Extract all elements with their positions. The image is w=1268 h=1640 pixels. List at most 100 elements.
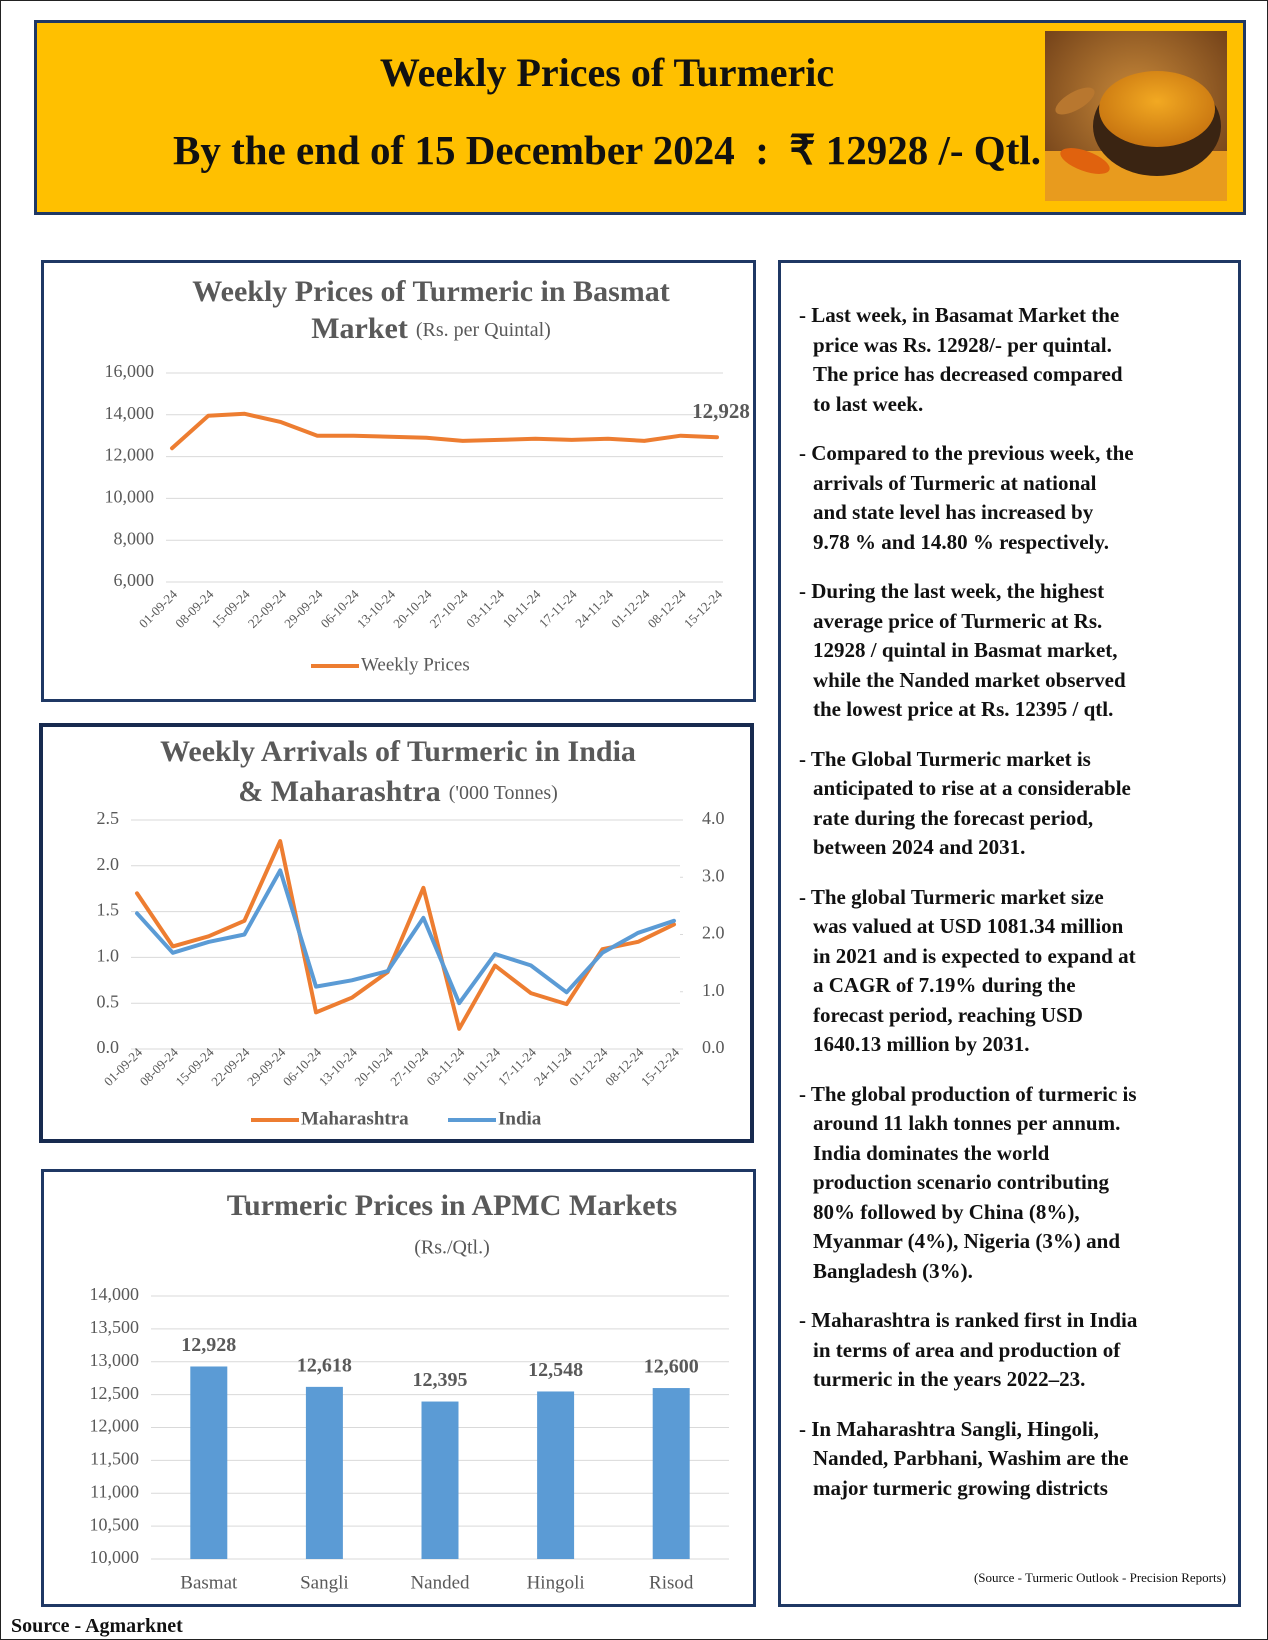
data-label: 12,928 (692, 399, 750, 423)
data-label: 12,548 (528, 1359, 583, 1381)
bullet-line: turmeric in the years 2022–23. (813, 1367, 1086, 1391)
y-tick-label: 1.0 (97, 946, 120, 966)
x-tick-label: 06-10-24 (280, 1044, 325, 1089)
x-tick-label: 06-10-24 (317, 586, 362, 631)
header-title: Weekly Prices of Turmeric (379, 50, 835, 95)
bullet-line: - The Global Turmeric market is (799, 746, 1091, 771)
chart-unit: ('000 Tonnes) (449, 782, 558, 804)
legend-label: Maharashtra (301, 1108, 409, 1129)
y2-tick-label: 1.0 (702, 980, 725, 1000)
bullet-line: was valued at USD 1081.34 million (813, 914, 1124, 938)
bullet-line: in 2021 and is expected to expand at (813, 943, 1136, 968)
y-tick-label: 2.0 (97, 854, 120, 874)
y2-tick-label: 2.0 (702, 923, 725, 943)
y2-tick-label: 0.0 (702, 1037, 725, 1057)
bullet: - The global Turmeric market size was val… (799, 883, 1232, 1060)
bullet-line: - Compared to the previous week, the (799, 441, 1134, 465)
x-tick-label: 10-11-24 (459, 1044, 503, 1088)
bullet-line: forecast period, reaching USD (813, 1002, 1083, 1027)
chart-subtitle: (Rs./Qtl.) (414, 1237, 490, 1259)
y-tick-label: 14,000 (90, 1284, 140, 1304)
y-tick-label: 11,500 (90, 1449, 139, 1469)
bullet: - During the last week, the highest avera… (799, 577, 1232, 725)
x-tick-label: Sangli (300, 1572, 349, 1593)
y-tick-label: 11,000 (90, 1481, 139, 1501)
x-tick-label: Hingoli (527, 1572, 585, 1593)
chart-title: Market (Rs. per Quintal) (311, 312, 551, 345)
bullet-line: anticipated to rise at a considerable (813, 776, 1131, 800)
bullet-line: The price has decreased compared (813, 362, 1123, 386)
data-label: 12,928 (181, 1334, 236, 1356)
bullet-line: India dominates the world (813, 1140, 1050, 1165)
chart-panel: Weekly Arrivals of Turmeric in India & Ma… (39, 723, 754, 1143)
bullet-line: to last week. (813, 391, 924, 416)
bullet-line: - Maharashtra is ranked first in India (799, 1308, 1138, 1332)
x-tick-label: 01-12-24 (608, 586, 653, 631)
y-tick-label: 12,000 (90, 1416, 140, 1436)
bullet: - The Global Turmeric market is anticipat… (799, 745, 1232, 863)
bullet-line: a CAGR of 7.19% during the (813, 973, 1076, 997)
series-line (170, 411, 719, 451)
y-tick-label: 1.5 (97, 900, 120, 920)
x-tick-label: 08-12-24 (644, 586, 689, 631)
bullet-line: - The global production of turmeric is (799, 1081, 1137, 1106)
data-label: 12,618 (297, 1354, 352, 1376)
chart: Weekly Prices of Turmeric in Basmat Marke… (105, 275, 750, 675)
x-tick-label: 22-09-24 (208, 1044, 253, 1089)
y-tick-label: 13,000 (90, 1350, 140, 1370)
bullet-line: Bangladesh (3%). (813, 1258, 973, 1283)
notes-panel: - Last week, in Basamat Market the price … (778, 260, 1241, 1607)
bullet-line: the lowest price at Rs. 12395 / qtl. (813, 697, 1114, 721)
x-tick-label: 17-11-24 (536, 586, 580, 630)
bullet-line: price was Rs. 12928/- per quintal. (813, 332, 1112, 357)
y-tick-label: 12,000 (105, 445, 155, 465)
bullet: - Last week, in Basamat Market the price … (799, 301, 1232, 419)
bullet-line: rate during the forecast period, (813, 805, 1094, 830)
x-tick-label: Nanded (410, 1572, 470, 1593)
bullet-line: major turmeric growing districts (813, 1475, 1108, 1500)
bullet-line: average price of Turmeric at Rs. (813, 608, 1103, 633)
data-label: 12,395 (413, 1369, 468, 1391)
x-tick-label: 08-09-24 (137, 1044, 182, 1089)
x-tick-label: 01-12-24 (566, 1044, 611, 1089)
bar (537, 1391, 575, 1559)
series-line (135, 868, 676, 1006)
bar (421, 1401, 459, 1559)
x-tick-label: 22-09-24 (245, 586, 290, 631)
bullet-line: between 2024 and 2031. (813, 835, 1026, 859)
y-tick-label: 8,000 (114, 528, 155, 548)
data-label: 12,600 (644, 1356, 699, 1378)
bullet-line: Myanmar (4%), Nigeria (3%) and (813, 1229, 1120, 1253)
x-tick-label: 17-11-24 (495, 1044, 539, 1088)
bullet-line: and state level has increased by (813, 500, 1094, 524)
x-tick-label: 15-09-24 (208, 586, 253, 631)
turmeric-image (1045, 31, 1227, 201)
bar (305, 1386, 343, 1559)
chart-title-line: Market (311, 312, 408, 345)
bar (652, 1388, 690, 1559)
y-tick-label: 0.0 (97, 1037, 120, 1057)
y-tick-label: 2.5 (97, 808, 120, 828)
series-line (135, 839, 676, 1031)
y2-tick-label: 3.0 (702, 865, 725, 885)
y-tick-label: 16,000 (105, 361, 155, 381)
chart-panel: Weekly Prices of Turmeric in Basmat Marke… (41, 260, 756, 702)
chart-title: Turmeric Prices in APMC Markets (227, 1189, 677, 1222)
x-tick-label: 08-09-24 (172, 586, 217, 631)
chart-title: Weekly Prices of Turmeric in Basmat (192, 275, 669, 308)
bullet-line: while the Nanded market observed (813, 667, 1126, 692)
y-tick-label: 6,000 (114, 570, 155, 590)
x-tick-label: 13-10-24 (316, 1044, 361, 1089)
legend-label: India (498, 1108, 542, 1129)
x-tick-label: 15-12-24 (638, 1044, 683, 1089)
x-tick-label: 24-11-24 (572, 586, 616, 630)
bullet: - Maharashtra is ranked first in India in… (799, 1306, 1232, 1395)
bullet-line: - During the last week, the highest (799, 579, 1105, 603)
x-tick-label: 20-10-24 (390, 586, 435, 631)
bullet-list: - Last week, in Basamat Market the price … (799, 301, 1232, 1503)
bullet-line: - The global Turmeric market size (799, 884, 1104, 909)
x-tick-label: 29-09-24 (244, 1044, 289, 1089)
y-tick-label: 12,500 (90, 1383, 140, 1403)
bullet-line: in terms of area and production of (813, 1337, 1121, 1362)
